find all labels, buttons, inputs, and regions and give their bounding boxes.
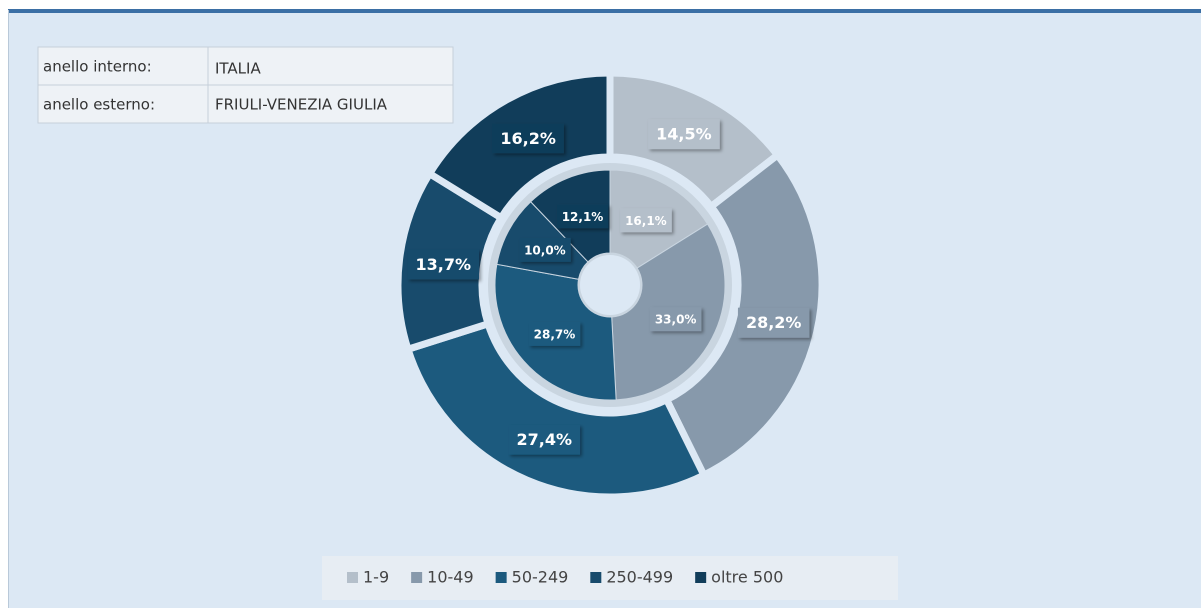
legend-swatch: [347, 572, 358, 583]
data-label-text: 33,0%: [655, 313, 697, 327]
data-label-text: 12,1%: [562, 210, 604, 224]
data-label-box: [737, 307, 810, 338]
data-label: 28,7%: [528, 321, 581, 346]
slice: [403, 319, 709, 501]
data-label-box: [528, 321, 581, 346]
ring-name: ITALIA: [215, 60, 261, 78]
top-border: [8, 9, 1201, 13]
data-label-box: [648, 119, 720, 150]
data-label-box: [492, 123, 564, 154]
ring-name: FRIULI-VENEZIA GIULIA: [215, 96, 388, 114]
data-label-box: [508, 424, 581, 455]
data-label: 13,7%: [407, 249, 480, 280]
legend-label: 10-49: [427, 568, 474, 587]
data-label-box: [556, 204, 609, 229]
data-label-text: 13,7%: [416, 255, 472, 274]
legend-swatch: [590, 572, 602, 583]
data-label: 16,2%: [492, 123, 564, 154]
left-border: [8, 10, 9, 608]
ring-label: anello esterno:: [43, 96, 155, 114]
legend-swatch: [411, 572, 423, 583]
info-table: anello interno: ITALIA anello esterno: F…: [37, 46, 454, 124]
data-label-text: 14,5%: [656, 125, 712, 144]
data-label: 33,0%: [649, 307, 702, 332]
data-label-box: [649, 307, 702, 332]
data-label: 16,1%: [620, 208, 672, 233]
legend-label: 250-499: [606, 568, 673, 587]
data-label-box: [407, 249, 480, 280]
data-label: 10,0%: [519, 237, 571, 262]
data-label: 12,1%: [556, 204, 609, 229]
ring-label: anello interno:: [43, 58, 152, 76]
legend-label: oltre 500: [711, 568, 783, 587]
legend-label: 50-249: [512, 568, 569, 587]
data-label-text: 27,4%: [516, 430, 572, 449]
legend-label: 1-9: [363, 568, 389, 587]
legend-swatch: [695, 572, 707, 583]
legend-swatch: [495, 572, 507, 583]
hole: [580, 255, 640, 315]
data-label-text: 10,0%: [524, 243, 566, 257]
data-label: 27,4%: [508, 424, 581, 455]
data-label-text: 28,7%: [534, 327, 576, 341]
data-label-box: [519, 237, 571, 262]
data-label-text: 16,2%: [500, 129, 556, 148]
data-label-text: 28,2%: [746, 313, 802, 332]
data-label-box: [620, 208, 672, 233]
data-label-text: 16,1%: [625, 214, 667, 228]
data-label: 28,2%: [737, 307, 810, 338]
data-label: 14,5%: [648, 119, 720, 150]
